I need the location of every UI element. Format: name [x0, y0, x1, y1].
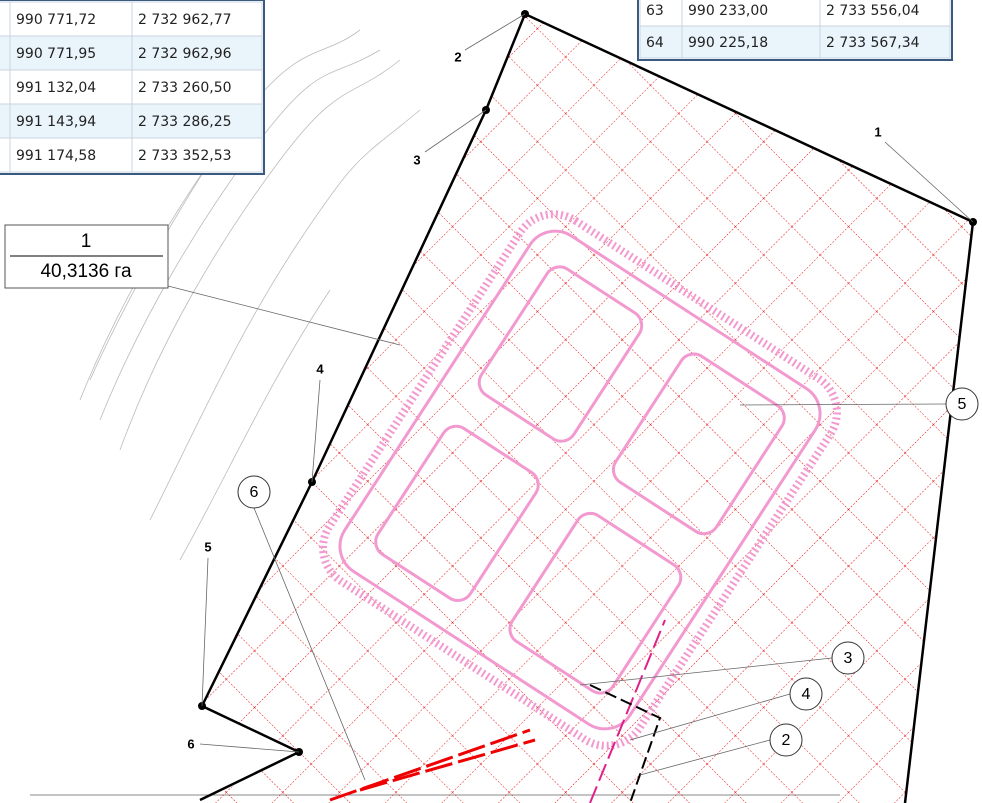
table-cell: 2 733 556,04 — [826, 3, 920, 19]
table-row — [0, 69, 263, 105]
table-cell: 990 771,72 — [16, 12, 96, 28]
vertex-labels: 1 2 3 4 5 6 — [187, 49, 881, 751]
area-box: 1 40,3136 га — [4, 224, 169, 289]
table-row — [0, 103, 263, 139]
callout-label: 5 — [958, 396, 967, 413]
table-row — [639, 25, 951, 59]
table-cell: 2 733 260,50 — [138, 80, 232, 96]
vertex-label: 3 — [413, 152, 420, 167]
callout-label: 3 — [844, 650, 853, 667]
callout-label: 2 — [782, 732, 791, 749]
table-row — [639, 0, 951, 27]
callouts — [237, 387, 979, 757]
callout-label: 4 — [802, 686, 811, 703]
plot-number: 1 — [81, 231, 92, 252]
plot-boundary — [199, 12, 975, 803]
callout-label: 6 — [250, 484, 259, 501]
table-row — [0, 1, 263, 37]
plot-hatch — [200, 14, 973, 803]
table-cell: 2 733 352,53 — [138, 148, 232, 164]
leaders — [167, 13, 974, 781]
table-cell: 991 143,94 — [16, 114, 96, 130]
table-cell: 990 771,95 — [16, 46, 96, 62]
vertex-label: 1 — [874, 124, 881, 139]
table-cell: 991 174,58 — [16, 148, 96, 164]
table-row — [0, 35, 263, 71]
vertex-label: 2 — [454, 49, 461, 64]
vertex-label: 6 — [187, 736, 194, 751]
table-cell: 990 233,00 — [688, 3, 768, 19]
table-cell: 63 — [646, 3, 664, 19]
table-cell: 2 732 962,77 — [138, 12, 232, 28]
table-cell: 64 — [646, 35, 664, 51]
table-cell: 2 733 567,34 — [826, 35, 920, 51]
table-cell: 2 733 286,25 — [138, 114, 232, 130]
coord-table-right: 63 990 233,00 2 733 556,04 64 990 225,18 2 73… — [637, 0, 953, 61]
vertex-label: 4 — [316, 361, 324, 376]
building-outline — [319, 210, 841, 750]
table-cell: 990 225,18 — [688, 35, 768, 51]
vertex-label: 5 — [204, 539, 211, 554]
table-cell: 991 132,04 — [16, 80, 96, 96]
plot-area: 40,3136 га — [40, 261, 131, 282]
table-row — [0, 137, 263, 173]
table-cell: 2 732 962,96 — [138, 46, 232, 62]
coord-table-left: 990 771,72 2 732 962,77 990 771,95 2 732 96… — [0, 0, 265, 175]
